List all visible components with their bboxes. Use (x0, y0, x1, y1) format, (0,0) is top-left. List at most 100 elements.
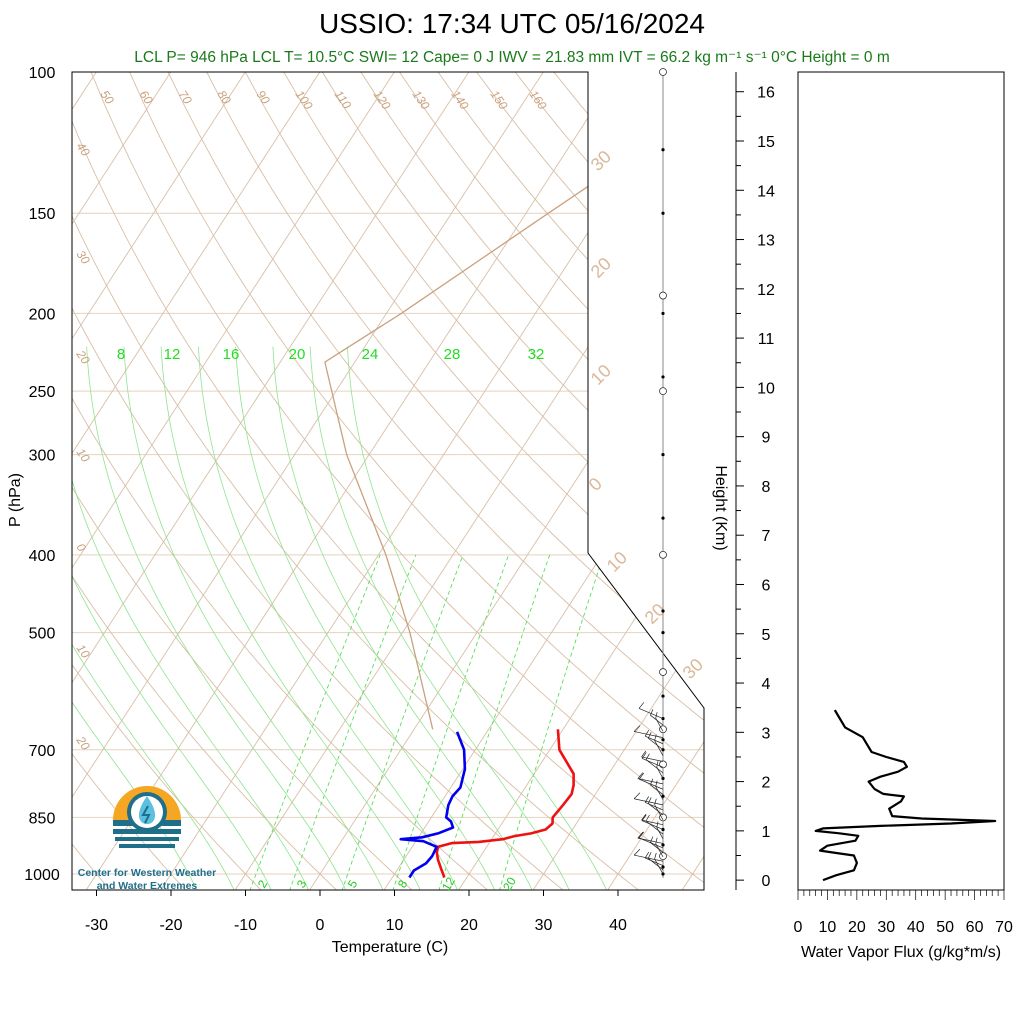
wind-barb-flag (656, 821, 659, 828)
moist-adiabat-line (72, 346, 235, 890)
height-tick-label: 14 (757, 183, 775, 200)
dry-adiabat-line (630, 72, 704, 890)
wind-level-dot (661, 738, 665, 742)
wind-barb (634, 798, 664, 806)
sounding-indices: LCL P= 946 hPa LCL T= 10.5°C SWI= 12 Cap… (134, 49, 890, 66)
adiabat-left-label: 20 (73, 347, 93, 367)
adiabat-left-label: 40 (74, 140, 93, 159)
wind-barb (655, 786, 664, 800)
height-tick-label: 3 (762, 725, 771, 742)
wind-level-dot (661, 694, 665, 698)
logo-drop-icon (138, 796, 156, 825)
wind-barb (641, 756, 664, 762)
height-tick-label: 15 (757, 134, 775, 151)
temperature-tick-label: 30 (535, 917, 553, 934)
flux-x-axis-label: Water Vapor Flux (g/kg*m/s) (801, 944, 1001, 961)
wind-barb-flag (650, 836, 654, 843)
pressure-tick-label: 100 (29, 65, 56, 82)
height-tick-label: 16 (757, 85, 775, 102)
isotherm-label: 10 (587, 361, 615, 389)
wind-level-dot (661, 375, 665, 379)
wind-barb (655, 843, 664, 858)
temperature-tick-label: -10 (234, 917, 257, 934)
adiabat-left-label: 0 (74, 541, 89, 555)
wind-barb-flag (645, 814, 650, 822)
height-tick-label: 4 (762, 676, 771, 693)
isotherm-line (72, 72, 395, 890)
wind-level-dot (661, 453, 665, 457)
dry-adiabat-line (72, 72, 338, 890)
cw3e-logo: Center for Western Weather and Water Ext… (78, 786, 216, 892)
isotherm-label: 30 (587, 147, 615, 175)
dry-adiabat-line (90, 72, 704, 890)
dry-adiabat-line (72, 72, 414, 890)
height-tick-label: 6 (762, 577, 771, 594)
wind-barb (650, 842, 664, 853)
moist-adiabat-line (72, 346, 273, 890)
adiabat-left-label: 30 (74, 248, 93, 267)
temperature-tick-label: -30 (85, 917, 108, 934)
flux-tick-label: 0 (794, 919, 803, 936)
dry-adiabat-line (206, 72, 704, 890)
flux-tick-label: 10 (819, 919, 837, 936)
wind-barb-flag (656, 761, 659, 768)
height-tick-label: 5 (762, 627, 771, 644)
pressure-tick-label: 150 (29, 206, 56, 223)
height-tick-label: 7 (762, 528, 771, 545)
wind-barb-flag (650, 778, 654, 785)
wind-level-dot (661, 211, 665, 215)
isotherm-line (72, 72, 246, 890)
mixing-ratio-top-label: 32 (528, 346, 545, 363)
height-tick-label: 1 (762, 824, 771, 841)
height-tick-label: 8 (762, 479, 771, 496)
mixing-ratio-bottom-label: 8 (395, 877, 411, 890)
mixing-ratio-bottom-label: 12 (439, 874, 458, 893)
flux-tick-label: 40 (907, 919, 925, 936)
moist-adiabat-line (123, 346, 384, 890)
isotherm-line (532, 72, 704, 890)
wind-barb-flag (638, 831, 645, 839)
flux-tick-label: 60 (966, 919, 984, 936)
wind-calm-marker (659, 668, 667, 676)
mixing-ratio-line (392, 554, 509, 890)
wind-barb-flag (647, 797, 652, 804)
dry-adiabat-label: 70 (176, 88, 195, 107)
wind-barb (645, 820, 664, 835)
isotherm-line (72, 72, 321, 890)
isotherm-line (606, 72, 704, 890)
adiabat-left-label: 20 (73, 733, 93, 753)
isotherm-line (308, 72, 704, 890)
skew-t-frame (71, 71, 705, 891)
dry-adiabat-label: 60 (137, 88, 156, 107)
wind-barb (641, 758, 664, 768)
isotherm-label: 20 (587, 254, 615, 282)
pressure-tick-label: 300 (29, 448, 56, 465)
height-tick-label: 2 (762, 775, 771, 792)
flux-tick-label: 70 (995, 919, 1013, 936)
wind-barb (645, 857, 664, 866)
height-tick-label: 11 (758, 331, 775, 348)
isotherm-line (85, 72, 619, 890)
wind-level-dot (661, 843, 665, 847)
wind-calm-marker (659, 291, 667, 300)
wind-barb (654, 740, 664, 756)
wind-calm-marker (659, 852, 667, 861)
moist-adiabat-line (309, 346, 571, 890)
pressure-tick-label: 500 (29, 626, 56, 643)
wind-barb-flag (641, 750, 647, 758)
dry-adiabat-line (244, 72, 704, 890)
wind-barb (650, 784, 664, 795)
wind-barb (645, 802, 664, 811)
wind-barb (637, 778, 664, 785)
wind-barb-flag (641, 752, 647, 759)
adiabat-left-label: 10 (74, 446, 93, 465)
mixing-ratio-top-label: 16 (223, 346, 240, 363)
wind-barb-flag (633, 725, 641, 732)
wind-barb-flag (633, 792, 641, 800)
moist-adiabat-line (86, 346, 347, 890)
flux-panel-frame (797, 71, 1005, 891)
mixing-ratio-top-label: 24 (362, 346, 379, 363)
wind-barb (654, 858, 664, 875)
isotherm-line (681, 72, 704, 890)
temperature-tick-label: 0 (316, 917, 325, 934)
